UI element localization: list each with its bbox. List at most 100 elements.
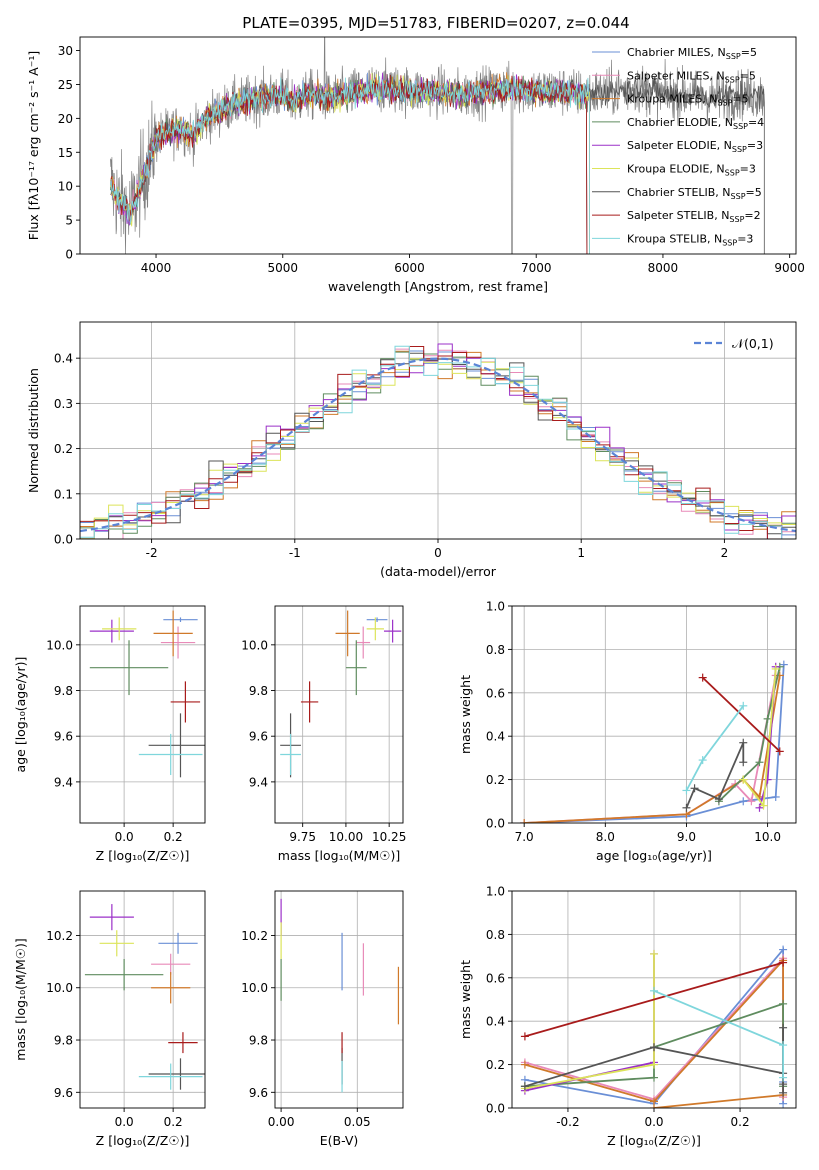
y-axis-label: mass weight bbox=[458, 675, 473, 754]
y-tick-label: 0.8 bbox=[486, 643, 505, 657]
x-axis-label: Z [log₁₀(Z/Z☉)] bbox=[96, 848, 190, 863]
x-tick-label: 10.25 bbox=[372, 830, 406, 844]
spectrum-plot-area bbox=[110, 37, 765, 254]
residual-histogram-step bbox=[80, 345, 796, 539]
model-spectrum-line bbox=[110, 75, 588, 254]
mass-weight-line bbox=[685, 705, 745, 791]
y-tick-label: 9.8 bbox=[249, 1034, 268, 1048]
legend-entry-label: Salpeter MILES, NSSP=5 bbox=[627, 69, 756, 84]
y-tick-label: 5 bbox=[65, 214, 73, 228]
y-tick-label: 0.3 bbox=[54, 397, 73, 411]
y-tick-label: 0.4 bbox=[486, 730, 505, 744]
massweight_vs_Z-plot-area bbox=[520, 945, 788, 1108]
y-tick-label: 10.0 bbox=[241, 638, 268, 652]
massweight_vs_age-frame bbox=[511, 605, 797, 824]
y-tick-label: 0 bbox=[65, 248, 73, 262]
y-tick-label: 0.4 bbox=[54, 352, 73, 366]
y-tick-label: 0.0 bbox=[54, 533, 73, 547]
normal-reference-curve bbox=[80, 357, 796, 533]
age_vs_mass-plot-area bbox=[280, 610, 402, 778]
legend-entry-label: Chabrier ELODIE, NSSP=4 bbox=[627, 116, 764, 131]
y-tick-label: 9.6 bbox=[249, 730, 268, 744]
y-tick-label: 0.1 bbox=[54, 487, 73, 501]
y-tick-label: 9.6 bbox=[249, 1086, 268, 1100]
y-tick-label: 0.2 bbox=[486, 773, 505, 787]
y-tick-label: 9.6 bbox=[54, 730, 73, 744]
mass_vs_ebv-plot-area bbox=[280, 898, 400, 1093]
x-tick-label: 8000 bbox=[648, 261, 679, 275]
y-axis-label: Normed distribution bbox=[26, 368, 41, 493]
legend-entry-label: Chabrier MILES, NSSP=5 bbox=[627, 46, 757, 61]
x-tick-label: 0.2 bbox=[731, 1115, 750, 1129]
legend-entry-label: Chabrier STELIB, NSSP=5 bbox=[627, 186, 762, 201]
x-tick-label: 0.00 bbox=[268, 1115, 295, 1129]
x-tick-label: -1 bbox=[289, 546, 301, 560]
y-tick-label: 9.6 bbox=[54, 1086, 73, 1100]
x-tick-label: 10.00 bbox=[329, 830, 363, 844]
mass_vs_Z-plot-area bbox=[84, 904, 205, 1090]
figure-title: PLATE=0395, MJD=51783, FIBERID=0207, z=0… bbox=[242, 14, 629, 32]
y-tick-label: 20 bbox=[58, 112, 73, 126]
y-tick-label: 15 bbox=[58, 146, 73, 160]
x-tick-label: 0.0 bbox=[644, 1115, 663, 1129]
y-tick-label: 10.2 bbox=[241, 929, 268, 943]
y-tick-label: 9.8 bbox=[54, 684, 73, 698]
legend-entry-label: 𝒩(0,1) bbox=[732, 336, 774, 351]
y-tick-label: 0.4 bbox=[486, 1015, 505, 1029]
x-axis-label: Z [log₁₀(Z/Z☉)] bbox=[607, 1133, 701, 1148]
mass_vs_Z-frame bbox=[79, 890, 206, 1109]
x-axis-label: E(B-V) bbox=[320, 1133, 359, 1148]
x-tick-label: 2 bbox=[721, 546, 729, 560]
legend-entry-label: Kroupa MILES, NSSP=5 bbox=[627, 93, 749, 108]
y-tick-label: 10.0 bbox=[46, 981, 73, 995]
y-tick-label: 25 bbox=[58, 78, 73, 92]
spectrum-panel: 4000 5000 6000 7000 8000 9000 0 5 10 15 20 25 30 wave… bbox=[26, 36, 805, 294]
y-tick-label: 10.2 bbox=[46, 929, 73, 943]
y-axis-label: age [log₁₀(age/yr)] bbox=[13, 657, 28, 773]
legend-entry-label: Salpeter ELODIE, NSSP=3 bbox=[627, 139, 763, 154]
x-axis-label: mass [log₁₀(M/M☉)] bbox=[278, 848, 400, 863]
legend-entry-label: Kroupa ELODIE, NSSP=3 bbox=[627, 163, 756, 178]
y-tick-label: 9.8 bbox=[54, 1034, 73, 1048]
y-axis-label: Flux [fλ10⁻¹⁷ erg cm⁻² s⁻¹ A⁻¹] bbox=[26, 51, 41, 240]
y-tick-label: 0.0 bbox=[486, 817, 505, 831]
age_vs_mass-panel: 9.75 10.00 10.25 9.4 9.6 9.8 10.0 mass [log₁₀(M… bbox=[241, 605, 406, 863]
legend-entry-label: Kroupa STELIB, NSSP=3 bbox=[627, 232, 753, 247]
y-tick-label: 0.0 bbox=[486, 1102, 505, 1116]
residuals-frame bbox=[79, 321, 797, 540]
x-tick-label: 0.0 bbox=[115, 830, 134, 844]
y-tick-label: 9.8 bbox=[249, 684, 268, 698]
mass-weight-line bbox=[524, 961, 784, 1038]
x-tick-label: 9.0 bbox=[677, 830, 696, 844]
y-tick-label: 0.8 bbox=[486, 928, 505, 942]
legend-entry-label: Salpeter STELIB, NSSP=2 bbox=[627, 209, 761, 224]
age_vs_Z-plot-area bbox=[89, 610, 205, 778]
x-tick-label: 9.75 bbox=[289, 830, 316, 844]
massweight_vs_age-plot-area bbox=[520, 660, 788, 823]
mass-weight-line bbox=[702, 676, 781, 753]
mass_vs_Z-panel: 0.0 0.2 9.6 9.8 10.0 10.2 Z [log₁₀(Z/Z☉)] mass … bbox=[13, 890, 206, 1148]
x-tick-label: 0.2 bbox=[164, 1115, 183, 1129]
x-tick-label: 6000 bbox=[394, 261, 425, 275]
age_vs_mass-frame bbox=[274, 605, 404, 824]
y-axis-label: mass [log₁₀(M/M☉)] bbox=[13, 938, 28, 1060]
x-tick-label: 7.0 bbox=[515, 830, 534, 844]
x-tick-label: -0.2 bbox=[556, 1115, 579, 1129]
y-tick-label: 10 bbox=[58, 180, 73, 194]
massweight_vs_Z-frame bbox=[511, 890, 797, 1109]
y-tick-label: 9.4 bbox=[249, 775, 268, 789]
y-axis-label: mass weight bbox=[458, 960, 473, 1039]
mass_vs_ebv-frame bbox=[274, 890, 404, 1109]
model-spectrum-line bbox=[110, 72, 590, 254]
x-tick-label: 0.2 bbox=[164, 830, 183, 844]
y-tick-label: 0.2 bbox=[486, 1058, 505, 1072]
x-tick-label: 9000 bbox=[774, 261, 805, 275]
y-tick-label: 0.2 bbox=[54, 442, 73, 456]
residuals-panel: -2 -1 0 1 2 0.0 0.1 0.2 0.3 0.4 (data-model)/error… bbox=[26, 321, 797, 579]
x-tick-label: 5000 bbox=[267, 261, 298, 275]
x-axis-label: (data-model)/error bbox=[380, 564, 497, 579]
x-axis-label: age [log₁₀(age/yr)] bbox=[596, 848, 712, 863]
x-tick-label: 0.0 bbox=[115, 1115, 134, 1129]
x-tick-label: 7000 bbox=[521, 261, 552, 275]
x-tick-label: 0 bbox=[434, 546, 442, 560]
